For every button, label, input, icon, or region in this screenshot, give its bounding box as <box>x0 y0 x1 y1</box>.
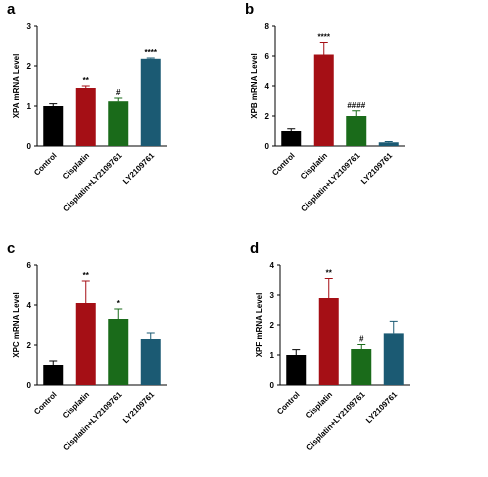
panel-letter: c <box>7 240 15 257</box>
bar <box>108 319 129 385</box>
error-bar <box>319 42 328 55</box>
chart-panel: c XPC mRNA Level 0 2 4 6 Control ** Cisplatin * Ci… <box>7 240 167 452</box>
panel-letter: a <box>7 1 16 18</box>
significance-label: # <box>359 335 364 344</box>
x-tick-label: LY2109761 <box>121 151 156 186</box>
bar <box>383 333 404 385</box>
bar <box>43 365 64 385</box>
chart-panel: d XPF mRNA Level 0 1 2 3 4 Control ** Cisplatin # C… <box>250 240 410 452</box>
error-bar <box>49 103 58 106</box>
x-tick-label: LY2109761 <box>364 390 399 425</box>
bar <box>140 339 161 385</box>
x-tick-label: LY2109761 <box>121 390 156 425</box>
bar <box>313 54 334 146</box>
y-axis-label: XPB mRNA Level <box>250 53 259 119</box>
y-tick-label: 6 <box>265 52 270 61</box>
bar <box>378 142 399 146</box>
y-tick-label: 2 <box>27 62 32 71</box>
error-bar <box>114 308 123 319</box>
bar <box>286 355 307 385</box>
chart-panel: b XPB mRNA Level 0 2 4 6 8 Control **** Cisplatin… <box>245 1 405 213</box>
x-tick-label: Control <box>32 151 58 177</box>
bar <box>108 101 129 146</box>
error-bar <box>146 332 155 339</box>
y-tick-label: 4 <box>265 82 270 91</box>
bar <box>346 116 367 146</box>
bar <box>318 298 339 385</box>
x-tick-label: Control <box>275 390 301 416</box>
error-bar <box>146 57 155 59</box>
x-tick-label: Cisplatin <box>299 151 329 181</box>
y-tick-label: 3 <box>27 22 32 31</box>
x-tick-label: Cisplatin+LY2109761 <box>61 390 124 453</box>
y-axis-label: XPC mRNA Level <box>12 292 21 358</box>
significance-label: **** <box>318 33 331 42</box>
significance-label: ** <box>83 76 90 85</box>
y-tick-label: 0 <box>27 381 32 390</box>
y-tick-label: 1 <box>270 351 275 360</box>
x-tick-label: Cisplatin+LY2109761 <box>61 151 124 214</box>
significance-label: * <box>117 299 121 308</box>
bar <box>140 58 161 146</box>
chart-panel: a XPA mRNA Level 0 1 2 3 Control ** Cisplatin # Ci… <box>7 1 167 213</box>
error-bar <box>81 85 90 88</box>
y-tick-label: 2 <box>265 112 270 121</box>
y-tick-label: 2 <box>27 341 32 350</box>
x-tick-label: Cisplatin <box>304 390 334 420</box>
error-bar <box>357 344 366 349</box>
significance-label: ** <box>83 271 90 280</box>
y-axis-label: XPF mRNA Level <box>255 293 264 358</box>
bar <box>75 303 96 385</box>
error-bar <box>287 128 296 131</box>
x-tick-label: LY2109761 <box>359 151 394 186</box>
y-tick-label: 2 <box>270 321 275 330</box>
significance-label: **** <box>145 48 158 57</box>
y-tick-label: 4 <box>27 301 32 310</box>
error-bar <box>324 278 333 298</box>
y-tick-label: 4 <box>270 261 275 270</box>
error-bar <box>81 280 90 303</box>
bar <box>43 106 64 146</box>
x-tick-label: Cisplatin+LY2109761 <box>304 390 367 453</box>
y-tick-label: 3 <box>270 291 275 300</box>
significance-label: # <box>116 88 121 97</box>
panel-letter: b <box>245 1 254 18</box>
y-tick-label: 0 <box>270 381 275 390</box>
y-tick-label: 1 <box>27 102 32 111</box>
bar <box>351 349 372 385</box>
y-axis-label: XPA mRNA Level <box>12 54 21 119</box>
error-bar <box>384 141 393 143</box>
significance-label: #### <box>347 101 365 110</box>
x-tick-label: Cisplatin+LY2109761 <box>299 151 362 214</box>
error-bar <box>292 349 301 355</box>
error-bar <box>389 320 398 334</box>
error-bar <box>49 360 58 365</box>
y-tick-label: 6 <box>27 261 32 270</box>
panel-letter: d <box>250 240 259 257</box>
x-tick-label: Control <box>32 390 58 416</box>
bar <box>281 131 302 146</box>
y-tick-label: 8 <box>265 22 270 31</box>
bar <box>75 88 96 146</box>
x-tick-label: Cisplatin <box>61 151 91 181</box>
significance-label: ** <box>326 269 333 278</box>
x-tick-label: Cisplatin <box>61 390 91 420</box>
y-tick-label: 0 <box>27 142 32 151</box>
error-bar <box>114 97 123 102</box>
error-bar <box>352 110 361 116</box>
x-tick-label: Control <box>270 151 296 177</box>
y-tick-label: 0 <box>265 142 270 151</box>
